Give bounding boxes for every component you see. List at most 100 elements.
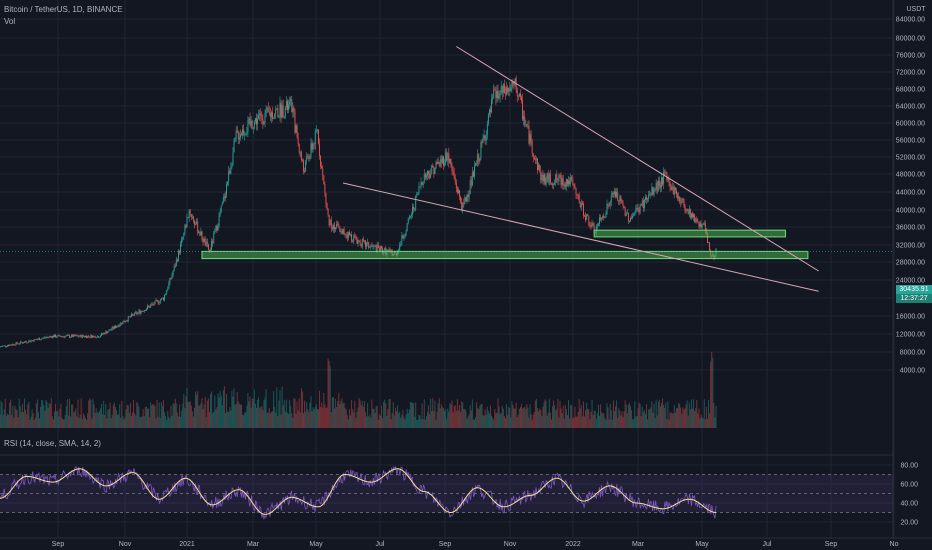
candle-body <box>188 210 190 219</box>
candle-body <box>641 200 643 206</box>
candle-body <box>469 180 471 195</box>
candle-body <box>571 177 573 179</box>
rsi-legend[interactable]: RSI (14, close, SMA, 14, 2) <box>4 439 101 448</box>
volume-legend[interactable]: Vol <box>4 17 16 26</box>
candle-body <box>353 235 355 242</box>
candle-body <box>305 160 307 172</box>
volume-bar <box>141 416 143 428</box>
candle-body <box>104 333 106 335</box>
volume-bar <box>24 398 26 428</box>
candle-body <box>21 342 23 344</box>
candle-body <box>370 245 372 247</box>
candle-body <box>214 230 216 234</box>
candle-body <box>631 218 633 219</box>
volume-bar <box>643 409 645 428</box>
candle-body <box>544 174 546 185</box>
price-tick-label: 56000.00 <box>896 138 925 145</box>
candle-body <box>617 191 619 201</box>
volume-bar <box>64 414 66 428</box>
volume-bar <box>569 418 571 428</box>
volume-bar <box>237 401 239 428</box>
price-tick-label: 24000.00 <box>896 278 925 285</box>
volume-bar <box>436 411 438 428</box>
candle-body <box>651 187 653 195</box>
volume-bar <box>57 410 59 428</box>
candle-body <box>356 239 358 244</box>
volume-bar <box>142 409 144 428</box>
candle-body <box>648 195 650 199</box>
candle-body <box>634 212 636 214</box>
candle-body <box>73 334 75 337</box>
candle-body <box>64 336 66 338</box>
candle-body <box>191 216 193 218</box>
volume-bar <box>268 407 270 428</box>
volume-bar <box>562 405 564 428</box>
candle-body <box>507 87 509 92</box>
candle-body <box>428 170 429 175</box>
volume-bar <box>358 398 360 428</box>
volume-bar <box>373 408 375 428</box>
candle-body <box>17 343 19 345</box>
candle-body <box>438 161 440 166</box>
candle-body <box>219 212 221 216</box>
candle-body <box>510 86 512 92</box>
volume-bar <box>269 413 271 428</box>
candle-body <box>244 134 246 136</box>
volume-bar <box>345 409 347 428</box>
candle-body <box>557 180 559 182</box>
volume-bar <box>9 402 11 428</box>
candle-body <box>416 194 418 196</box>
volume-bar <box>218 397 220 428</box>
candle-body <box>704 223 706 232</box>
volume-bar <box>204 396 206 428</box>
candle-body <box>89 336 91 338</box>
volume-bar <box>543 402 545 428</box>
volume-bar <box>305 411 307 428</box>
volume-bar <box>262 410 264 428</box>
volume-bar <box>472 419 474 428</box>
volume-bar <box>243 414 245 428</box>
price-tick-label: 4000.00 <box>900 368 925 375</box>
candle-body <box>201 231 203 240</box>
volume-bar <box>654 418 656 428</box>
candle-body <box>213 233 215 244</box>
candle-body <box>490 109 491 113</box>
candle-body <box>172 271 174 276</box>
candle-body <box>202 239 204 243</box>
volume-bar <box>377 419 379 428</box>
symbol-title[interactable]: Bitcoin / TetherUS, 1D, BINANCE <box>4 5 123 14</box>
time-tick-label: Sep <box>825 541 838 548</box>
candle-body <box>23 342 24 344</box>
volume-bar <box>695 408 697 428</box>
volume-bar <box>313 409 315 428</box>
volume-bar <box>460 412 462 428</box>
candle-body <box>614 191 615 194</box>
volume-bar <box>39 418 41 428</box>
candle-body <box>46 337 48 338</box>
candle-body <box>661 177 662 188</box>
volume-bar <box>94 412 96 428</box>
volume-bar <box>347 419 349 428</box>
volume-bar <box>662 398 664 428</box>
candle-body <box>268 111 270 113</box>
candle-body <box>40 339 42 341</box>
volume-bar <box>309 402 311 428</box>
candle-body <box>69 335 70 338</box>
volume-bar <box>553 400 555 428</box>
volume-bar <box>611 419 613 428</box>
volume-bar <box>493 419 495 428</box>
candle-body <box>548 174 550 182</box>
volume-bar <box>150 402 152 428</box>
volume-bar <box>601 412 603 428</box>
volume-bar <box>550 419 552 428</box>
volume-bar <box>160 402 162 428</box>
time-tick-label: Sep <box>52 541 65 548</box>
candle-body <box>100 335 101 337</box>
candle-body <box>500 86 502 93</box>
volume-bar <box>96 412 98 428</box>
volume-bar <box>660 403 662 428</box>
volume-bar <box>3 409 5 428</box>
volume-bar <box>575 416 577 428</box>
candle-body <box>567 179 568 185</box>
volume-bar <box>570 404 572 428</box>
